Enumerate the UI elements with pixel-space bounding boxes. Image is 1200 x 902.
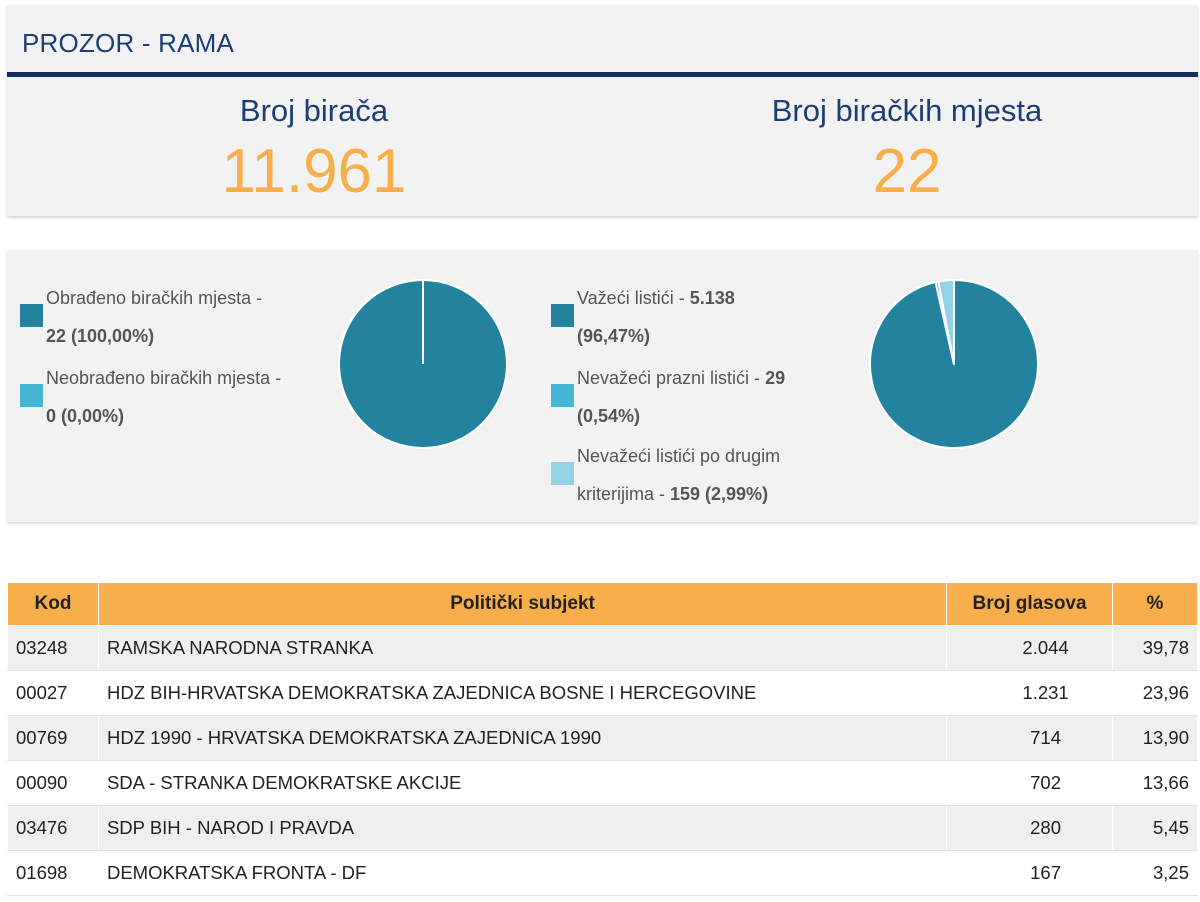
voters-label: Broj birača xyxy=(239,93,389,128)
polling-stations-stat: Broj biračkih mjesta 22 xyxy=(747,93,1067,203)
cell-votes: 702 xyxy=(946,760,1114,806)
charts-card: Obrađeno biračkih mjesta - 22 (100,00%) … xyxy=(7,250,1198,522)
column-header-votes[interactable]: Broj glasova xyxy=(946,582,1114,626)
cell-percent: 39,78 xyxy=(1112,625,1198,671)
cell-percent: 23,96 xyxy=(1112,670,1198,716)
cell-votes: 2.044 xyxy=(946,625,1114,671)
legend-label: Obrađeno biračkih mjesta - xyxy=(46,288,263,308)
cell-code: 01698 xyxy=(7,850,99,896)
cell-party: SDP BIH - NAROD I PRAVDA xyxy=(97,805,948,851)
column-header-party[interactable]: Politički subjekt xyxy=(97,582,948,626)
legend-label: Nevažeći prazni listići - xyxy=(577,368,766,388)
cell-party: HDZ BIH-HRVATSKA DEMOKRATSKA ZAJEDNICA B… xyxy=(97,670,948,716)
cell-votes: 1.231 xyxy=(946,670,1114,716)
voters-stat: Broj birača 11.961 xyxy=(204,93,424,203)
legend-item-blank-ballots: Nevažeći prazni listići - 29 (0,54%) xyxy=(551,359,785,435)
legend-label: Neobrađeno biračkih mjesta - xyxy=(46,368,282,388)
legend-swatch xyxy=(20,304,43,327)
cell-votes: 280 xyxy=(946,805,1114,851)
legend-item-valid-ballots: Važeći listići - 5.138 (96,47%) xyxy=(551,279,735,355)
cell-votes: 714 xyxy=(946,715,1114,761)
cell-party: RAMSKA NARODNA STRANKA xyxy=(97,625,948,671)
cell-code: 03476 xyxy=(7,805,99,851)
results-table: Kod Politički subjekt Broj glasova % 032… xyxy=(7,582,1198,896)
legend-swatch xyxy=(551,304,574,327)
table-row: 03248 RAMSKA NARODNA STRANKA 2.044 39,78 xyxy=(7,625,1198,671)
legend-value: 22 (100,00%) xyxy=(46,326,155,346)
cell-party: HDZ 1990 - HRVATSKA DEMOKRATSKA ZAJEDNIC… xyxy=(97,715,948,761)
legend-value: 0 (0,00%) xyxy=(46,406,125,426)
legend-label-continued: kriterijima - xyxy=(577,484,670,504)
table-row: 00027 HDZ BIH-HRVATSKA DEMOKRATSKA ZAJEDN… xyxy=(7,670,1198,716)
cell-party: SDA - STRANKA DEMOKRATSKE AKCIJE xyxy=(97,760,948,806)
legend-swatch xyxy=(551,462,574,485)
cell-code: 00769 xyxy=(7,715,99,761)
legend-swatch xyxy=(20,384,43,407)
header-divider xyxy=(7,72,1198,77)
cell-party: DEMOKRATSKA FRONTA - DF xyxy=(97,850,948,896)
table-row: 01698 DEMOKRATSKA FRONTA - DF 167 3,25 xyxy=(7,850,1198,896)
legend-item-processed: Obrađeno biračkih mjesta - 22 (100,00%) xyxy=(20,279,262,355)
cell-votes: 167 xyxy=(946,850,1114,896)
ballots-pie-chart xyxy=(869,279,1039,449)
column-header-percent[interactable]: % xyxy=(1112,582,1198,626)
cell-code: 00027 xyxy=(7,670,99,716)
summary-card: PROZOR - RAMA Broj birača 11.961 Broj bi… xyxy=(7,5,1198,216)
table-row: 03476 SDP BIH - NAROD I PRAVDA 280 5,45 xyxy=(7,805,1198,851)
legend-label: Nevažeći listići po drugim xyxy=(577,446,781,466)
legend-percent: (96,47%) xyxy=(577,326,651,346)
table-row: 00769 HDZ 1990 - HRVATSKA DEMOKRATSKA ZAJ… xyxy=(7,715,1198,761)
column-header-code[interactable]: Kod xyxy=(7,582,99,626)
cell-percent: 13,90 xyxy=(1112,715,1198,761)
polling-stations-pie-chart xyxy=(338,279,508,449)
cell-percent: 13,66 xyxy=(1112,760,1198,806)
legend-percent: (0,54%) xyxy=(577,406,641,426)
polling-stations-value: 22 xyxy=(872,137,942,206)
legend-label: Važeći listići - xyxy=(577,288,690,308)
legend-swatch xyxy=(551,384,574,407)
cell-code: 00090 xyxy=(7,760,99,806)
legend-value: 159 (2,99%) xyxy=(670,484,769,504)
legend-item-other-invalid-ballots: Nevažeći listići po drugim kriterijima -… xyxy=(551,437,780,513)
cell-code: 03248 xyxy=(7,625,99,671)
legend-item-unprocessed: Neobrađeno biračkih mjesta - 0 (0,00%) xyxy=(20,359,281,435)
legend-value: 29 xyxy=(765,368,786,388)
legend-value: 5.138 xyxy=(689,288,735,308)
table-row: 00090 SDA - STRANKA DEMOKRATSKE AKCIJE 702… xyxy=(7,760,1198,806)
cell-percent: 3,25 xyxy=(1112,850,1198,896)
polling-stations-label: Broj biračkih mjesta xyxy=(771,93,1043,128)
voters-value: 11.961 xyxy=(221,137,407,206)
municipality-title: PROZOR - RAMA xyxy=(22,28,235,58)
table-header-row: Kod Politički subjekt Broj glasova % xyxy=(7,582,1198,626)
cell-percent: 5,45 xyxy=(1112,805,1198,851)
